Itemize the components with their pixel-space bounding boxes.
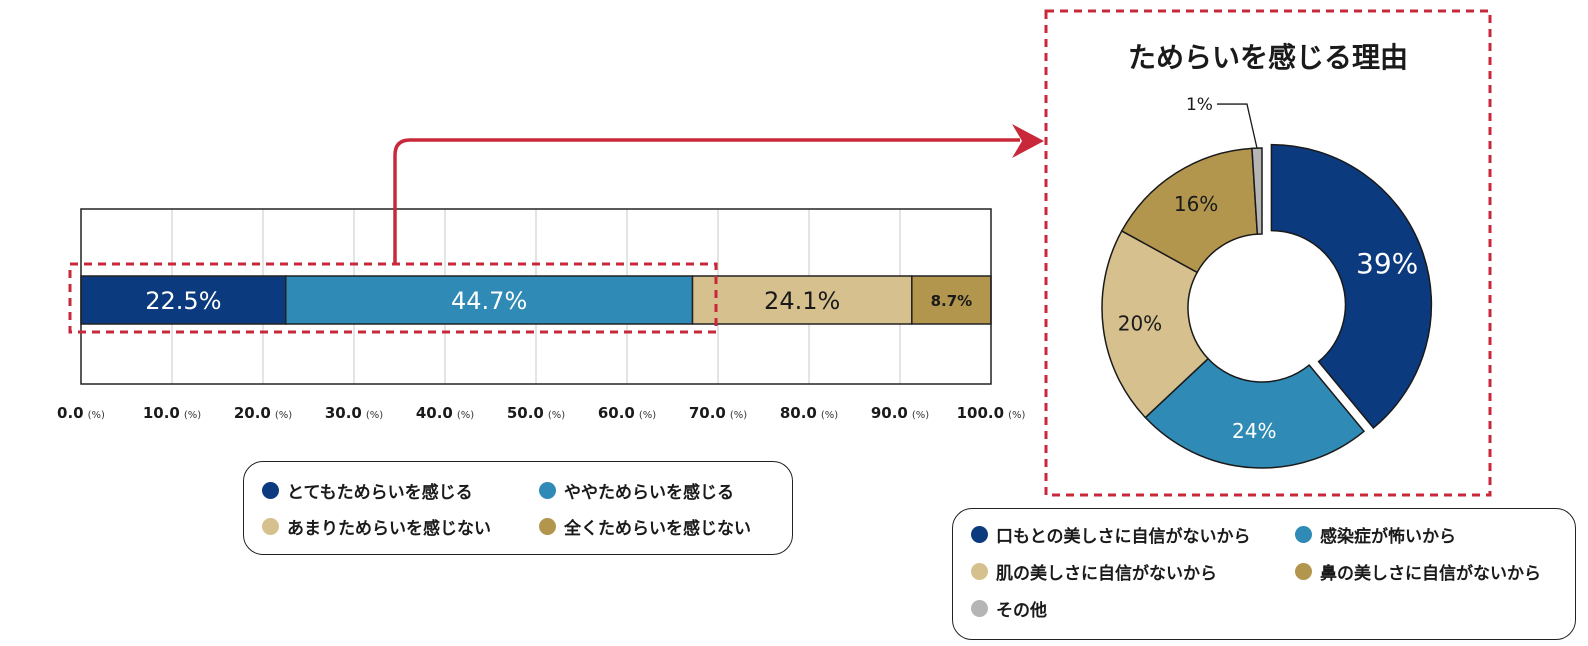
donut-leader-line (1216, 103, 1258, 149)
bar-chart-data-labels: 22.5% 44.7% 24.1% 8.7% (145, 287, 972, 315)
legend-dot (262, 482, 279, 499)
x-tick-label: 80.0 (%) (780, 404, 838, 422)
legend-label: 肌の美しさに自信がないから (996, 564, 1217, 584)
donut-chart-title: ためらいを感じる理由 (1128, 41, 1408, 74)
legend-label: 口もとの美しさに自信がないから (996, 527, 1251, 547)
legend-item-other: その他 (971, 596, 1047, 621)
bar-chart-legend: とてもためらいを感じる ややためらいを感じる あまりためらいを感じない 全くため… (243, 461, 793, 555)
donut-slice (1144, 357, 1366, 469)
legend-item-mouth: 口もとの美しさに自信がないから (971, 522, 1251, 547)
legend-dot (262, 518, 279, 535)
connector-arrow-head (1012, 124, 1044, 158)
donut-slice (1120, 147, 1259, 274)
highlight-box-right (1044, 9, 1492, 497)
legend-item-not-very-hesitant: あまりためらいを感じない (262, 514, 491, 539)
bar-data-label: 44.7% (451, 287, 527, 315)
legend-item-infection: 感染症が怖いから (1295, 522, 1456, 547)
donut-chart-legend: 口もとの美しさに自信がないから 感染症が怖いから 肌の美しさに自信がないから 鼻… (952, 508, 1576, 640)
x-tick-label: 60.0 (%) (598, 404, 656, 422)
donut-chart-labels: 39% 24% 20% 16% 1% (1118, 95, 1419, 443)
legend-label: 全くためらいを感じない (564, 519, 751, 539)
x-tick-label: 10.0 (%) (143, 404, 201, 422)
bar-data-label: 24.1% (764, 287, 840, 315)
bar-chart-tick-labels: 0.0 (%) 10.0 (%) 20.0 (%) 30.0 (%) 40.0 (%) 50.0 (%… (57, 404, 1025, 422)
donut-slice-label: 1% (1186, 95, 1213, 115)
bar-segment (691, 275, 913, 325)
legend-item-very-hesitant: とてもためらいを感じる (262, 478, 473, 503)
legend-item-nose: 鼻の美しさに自信がないから (1295, 559, 1541, 584)
legend-dot (971, 563, 988, 580)
donut-slice-label: 20% (1118, 311, 1162, 335)
donut-slice (1101, 229, 1210, 419)
bar-data-label: 22.5% (145, 287, 221, 315)
donut-slice-label: 39% (1356, 247, 1418, 280)
x-tick-label: 40.0 (%) (416, 404, 474, 422)
legend-label: あまりためらいを感じない (287, 519, 491, 539)
legend-dot (1295, 526, 1312, 543)
legend-dot (539, 482, 556, 499)
x-tick-label: 50.0 (%) (507, 404, 565, 422)
x-tick-label: 70.0 (%) (689, 404, 747, 422)
legend-label: 鼻の美しさに自信がないから (1320, 564, 1541, 584)
legend-dot (539, 518, 556, 535)
donut-slice-label: 24% (1232, 419, 1276, 443)
bar-segment (285, 275, 694, 325)
x-tick-label: 30.0 (%) (325, 404, 383, 422)
x-tick-label: 20.0 (%) (234, 404, 292, 422)
bar-chart-segments (80, 275, 992, 325)
highlight-box-left (68, 262, 718, 334)
bar-data-label: 8.7% (931, 292, 973, 310)
legend-dot (1295, 563, 1312, 580)
bar-chart-frame (80, 208, 992, 385)
legend-item-somewhat-hesitant: ややためらいを感じる (539, 478, 734, 503)
legend-label: その他 (996, 601, 1047, 621)
legend-label: 感染症が怖いから (1320, 527, 1456, 547)
connector-arrow-line (393, 138, 1020, 264)
donut-slice-label: 16% (1174, 192, 1218, 216)
legend-label: ややためらいを感じる (564, 483, 734, 503)
legend-dot (971, 526, 988, 543)
donut-slice (1251, 147, 1263, 235)
bar-segment (911, 275, 992, 325)
x-tick-label: 90.0 (%) (871, 404, 929, 422)
donut-chart-slices (1101, 143, 1433, 469)
donut-slice (1270, 143, 1433, 429)
legend-dot (971, 600, 988, 617)
x-tick-label: 0.0 (%) (57, 404, 105, 422)
x-tick-label: 100.0 (%) (957, 404, 1026, 422)
legend-item-not-hesitant-at-all: 全くためらいを感じない (539, 514, 751, 539)
legend-label: とてもためらいを感じる (287, 483, 473, 503)
legend-item-skin: 肌の美しさに自信がないから (971, 559, 1217, 584)
